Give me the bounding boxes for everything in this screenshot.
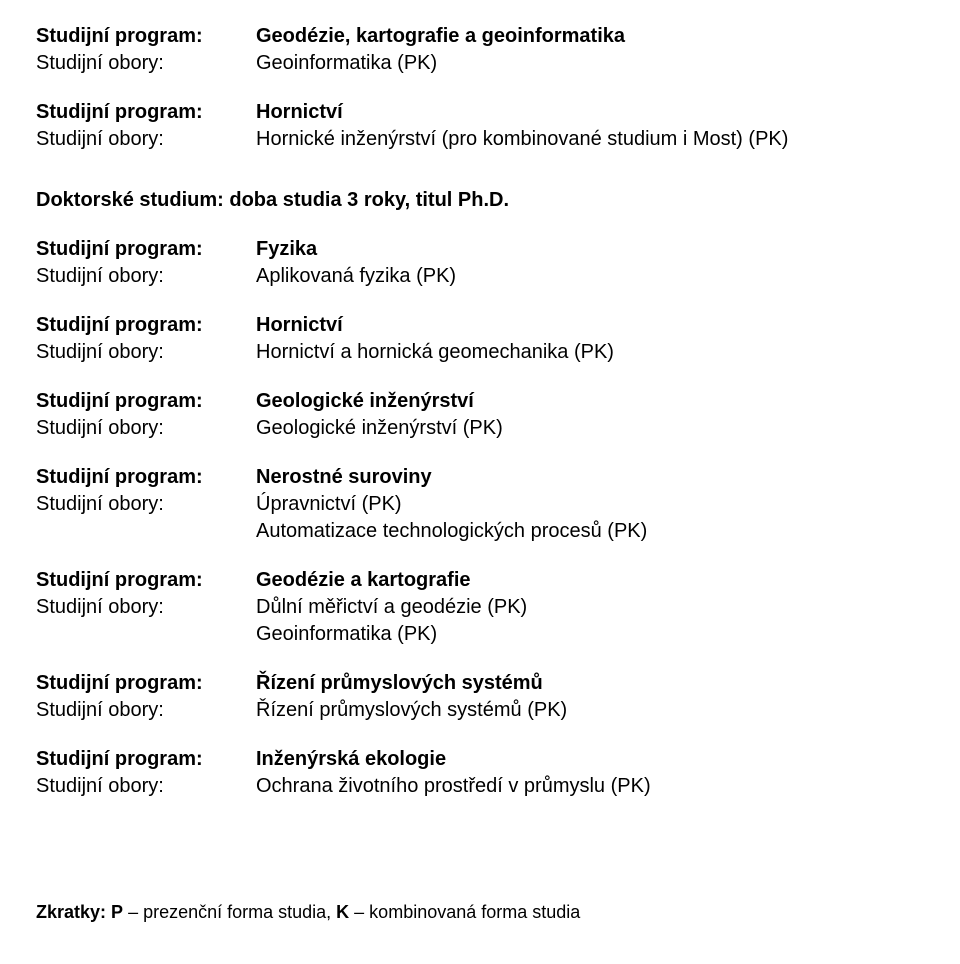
program-row: Studijní program:Inženýrská ekologie xyxy=(36,747,924,772)
obory-value: Hornictví a hornická geomechanika (PK) xyxy=(256,340,924,365)
program-label: Studijní program: xyxy=(36,568,256,593)
program-value: Hornictví xyxy=(256,313,924,338)
spacer xyxy=(36,649,924,671)
obory-row: Studijní obory:Hornické inženýrství (pro… xyxy=(36,127,924,152)
spacer xyxy=(36,725,924,747)
abbr-text: – kombinovaná forma studia xyxy=(349,902,580,922)
program-row: Studijní program:Hornictví xyxy=(36,100,924,125)
program-value: Geodézie, kartografie a geoinformatika xyxy=(256,24,924,49)
program-label: Studijní program: xyxy=(36,100,256,125)
doctoral-heading: Doktorské studium: doba studia 3 roky, t… xyxy=(36,188,924,213)
obory-label: Studijní obory: xyxy=(36,698,256,723)
obory-row: Studijní obory:Ochrana životního prostře… xyxy=(36,774,924,799)
program-label: Studijní program: xyxy=(36,389,256,414)
obory-row: Studijní obory:Důlní měřictví a geodézie… xyxy=(36,595,924,620)
program-value: Geodézie a kartografie xyxy=(256,568,924,593)
obory-value: Úpravnictví (PK) xyxy=(256,492,924,517)
abbr-text: – prezenční forma studia, xyxy=(123,902,336,922)
obory-label: Studijní obory: xyxy=(36,127,256,152)
obory-label: Studijní obory: xyxy=(36,264,256,289)
abbr-prefix: Zkratky: xyxy=(36,902,106,922)
program-value: Inženýrská ekologie xyxy=(256,747,924,772)
obory-value: Automatizace technologických procesů (PK… xyxy=(256,519,924,544)
program-row: Studijní program:Fyzika xyxy=(36,237,924,262)
obory-value: Geoinformatika (PK) xyxy=(256,51,924,76)
obory-label-empty xyxy=(36,519,256,544)
program-label: Studijní program: xyxy=(36,24,256,49)
program-value: Nerostné suroviny xyxy=(256,465,924,490)
program-row: Studijní program:Geodézie a kartografie xyxy=(36,568,924,593)
spacer xyxy=(36,367,924,389)
obory-row: Geoinformatika (PK) xyxy=(36,622,924,647)
program-label: Studijní program: xyxy=(36,747,256,772)
obory-label: Studijní obory: xyxy=(36,416,256,441)
abbr-letter: P xyxy=(111,902,123,922)
obory-label: Studijní obory: xyxy=(36,51,256,76)
obory-row: Automatizace technologických procesů (PK… xyxy=(36,519,924,544)
obory-row: Studijní obory:Řízení průmyslových systé… xyxy=(36,698,924,723)
spacer xyxy=(36,291,924,313)
abbr-letter: K xyxy=(336,902,349,922)
spacer xyxy=(36,215,924,237)
program-value: Fyzika xyxy=(256,237,924,262)
obory-value: Ochrana životního prostředí v průmyslu (… xyxy=(256,774,924,799)
obory-row: Studijní obory:Geoinformatika (PK) xyxy=(36,51,924,76)
obory-value: Geologické inženýrství (PK) xyxy=(256,416,924,441)
obory-row: Studijní obory:Geologické inženýrství (P… xyxy=(36,416,924,441)
obory-label-empty xyxy=(36,622,256,647)
program-value: Geologické inženýrství xyxy=(256,389,924,414)
obory-value: Aplikovaná fyzika (PK) xyxy=(256,264,924,289)
obory-row: Studijní obory:Aplikovaná fyzika (PK) xyxy=(36,264,924,289)
obory-value: Hornické inženýrství (pro kombinované st… xyxy=(256,127,924,152)
obory-row: Studijní obory:Úpravnictví (PK) xyxy=(36,492,924,517)
obory-label: Studijní obory: xyxy=(36,340,256,365)
spacer xyxy=(36,546,924,568)
spacer xyxy=(36,78,924,100)
obory-value: Řízení průmyslových systémů (PK) xyxy=(256,698,924,723)
abbreviations-footer: Zkratky: P – prezenční forma studia, K –… xyxy=(36,901,924,924)
program-row: Studijní program:Geologické inženýrství xyxy=(36,389,924,414)
obory-value: Geoinformatika (PK) xyxy=(256,622,924,647)
program-row: Studijní program:Geodézie, kartografie a… xyxy=(36,24,924,49)
obory-label: Studijní obory: xyxy=(36,595,256,620)
program-label: Studijní program: xyxy=(36,313,256,338)
obory-label: Studijní obory: xyxy=(36,774,256,799)
program-label: Studijní program: xyxy=(36,465,256,490)
program-label: Studijní program: xyxy=(36,237,256,262)
obory-value: Důlní měřictví a geodézie (PK) xyxy=(256,595,924,620)
spacer xyxy=(36,443,924,465)
program-row: Studijní program:Nerostné suroviny xyxy=(36,465,924,490)
program-row: Studijní program:Hornictví xyxy=(36,313,924,338)
obory-label: Studijní obory: xyxy=(36,492,256,517)
program-value: Řízení průmyslových systémů xyxy=(256,671,924,696)
spacer xyxy=(36,154,924,188)
program-value: Hornictví xyxy=(256,100,924,125)
obory-row: Studijní obory:Hornictví a hornická geom… xyxy=(36,340,924,365)
program-label: Studijní program: xyxy=(36,671,256,696)
program-row: Studijní program:Řízení průmyslových sys… xyxy=(36,671,924,696)
